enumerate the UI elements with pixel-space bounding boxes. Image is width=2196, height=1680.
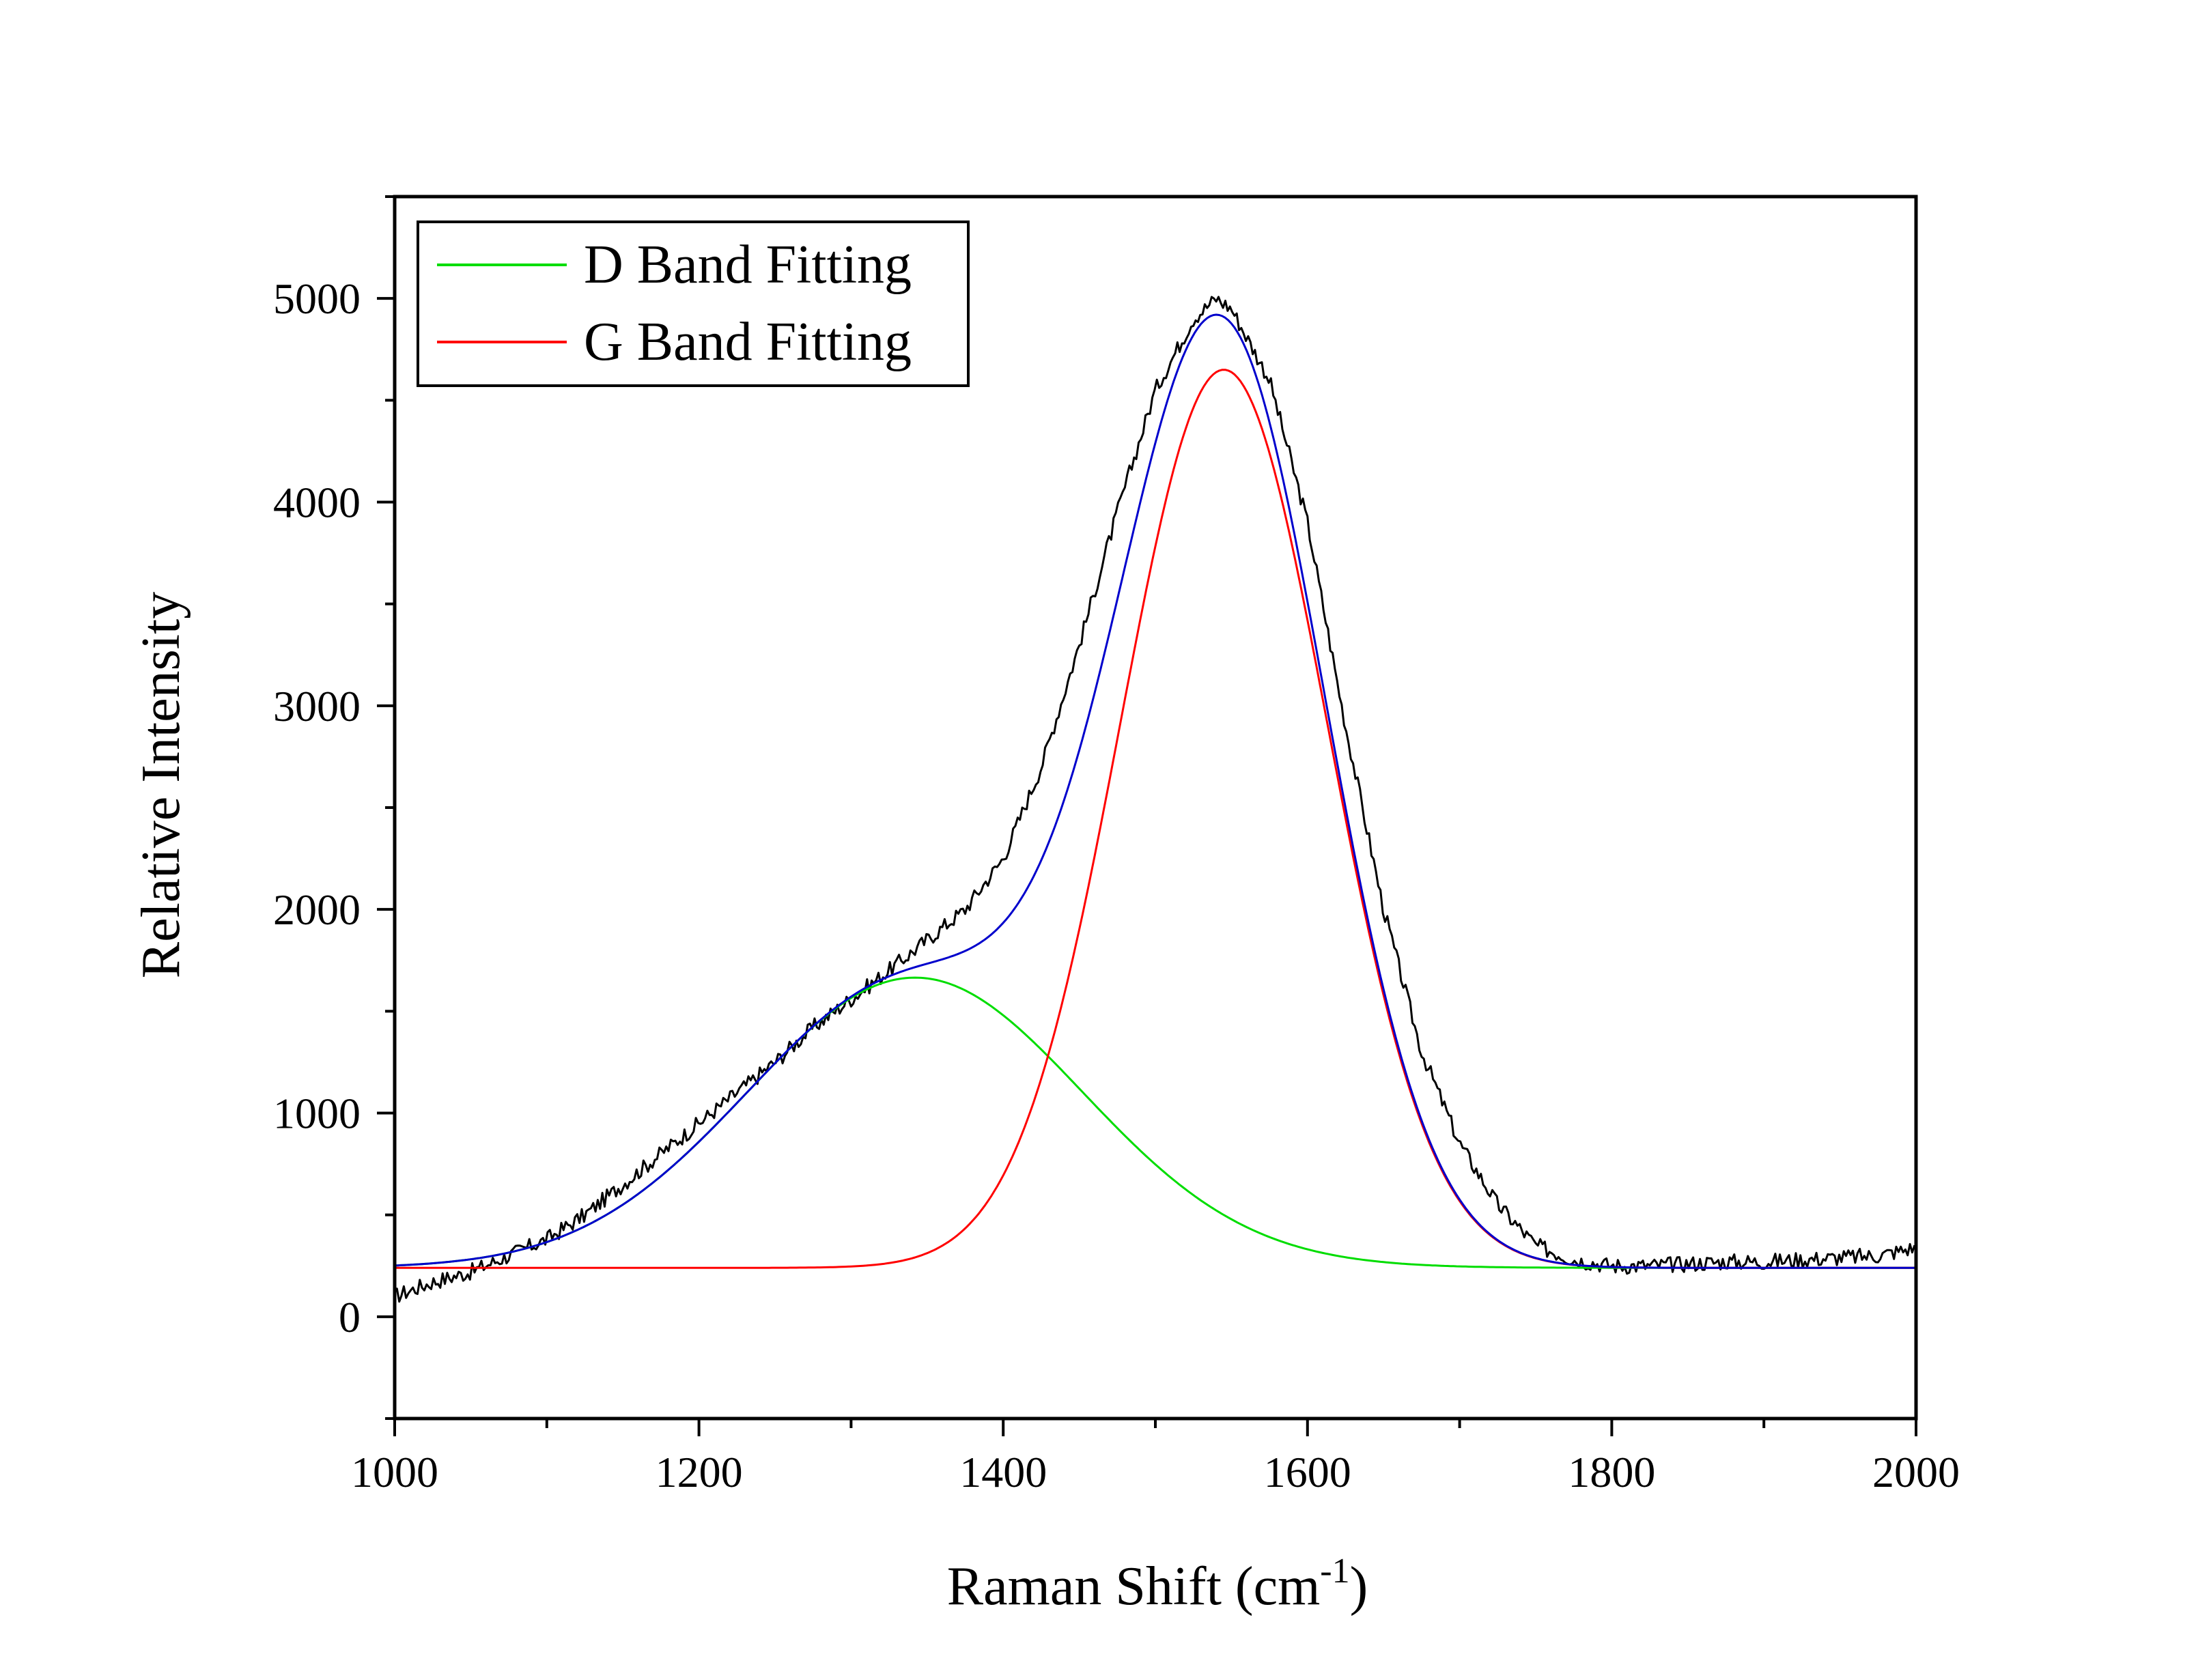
cumulative-fit-line bbox=[394, 313, 1916, 1269]
legend-box bbox=[417, 220, 970, 387]
x-tick-label: 2000 bbox=[1872, 1448, 1960, 1496]
x-tick-label: 1800 bbox=[1568, 1448, 1655, 1496]
legend-label: G Band Fitting bbox=[584, 312, 912, 372]
x-tick-label: 1600 bbox=[1264, 1448, 1351, 1496]
y-tick-label: 2000 bbox=[273, 885, 361, 934]
legend: D Band Fitting G Band Fitting bbox=[417, 220, 970, 387]
y-tick-label: 4000 bbox=[273, 479, 361, 527]
d-band-fit-line bbox=[394, 976, 1916, 1269]
y-tick-label: 1000 bbox=[273, 1090, 361, 1138]
plot-series bbox=[394, 296, 1916, 1303]
legend-label: D Band Fitting bbox=[584, 235, 912, 295]
x-axis-title: Raman Shift (cm-1) bbox=[947, 1552, 1368, 1617]
x-axis-ticks: 1000 1200 1400 1600 1800 2000 bbox=[351, 1419, 1960, 1496]
y-tick-label: 3000 bbox=[273, 682, 361, 730]
y-tick-label: 5000 bbox=[273, 274, 361, 323]
x-tick-label: 1000 bbox=[351, 1448, 438, 1496]
y-axis-ticks: 0 1000 2000 3000 4000 5000 bbox=[273, 195, 395, 1420]
x-tick-label: 1400 bbox=[959, 1448, 1047, 1496]
x-tick-label: 1200 bbox=[656, 1448, 743, 1496]
y-tick-label: 0 bbox=[339, 1293, 361, 1341]
g-band-fit-line bbox=[395, 369, 1916, 1269]
measured-spectrum-line bbox=[394, 296, 1916, 1303]
y-axis-title: Relative Intensity bbox=[131, 592, 191, 979]
